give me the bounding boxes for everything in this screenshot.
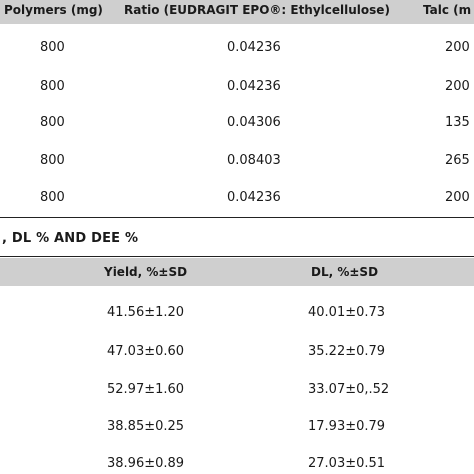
table-cell: 38.85±0.25: [107, 419, 185, 434]
table-cell: 40.01±0.73: [308, 305, 386, 320]
table-cell: 200: [445, 40, 470, 55]
table-cell: 200: [445, 190, 470, 205]
table-cell: 33.07±0,.52: [308, 382, 390, 397]
table-cell: 17.93±0.79: [308, 419, 386, 434]
table-cell: 200: [445, 79, 470, 94]
table-cell: 800: [40, 115, 65, 130]
table-cell: 0.04236: [227, 190, 281, 205]
table-cell: 35.22±0.79: [308, 344, 386, 359]
table-divider: [0, 217, 474, 218]
table-cell: 47.03±0.60: [107, 344, 185, 359]
table-cell: 0.04236: [227, 79, 281, 94]
table-cell: 800: [40, 79, 65, 94]
table-cell: 52.97±1.60: [107, 382, 185, 397]
table-cell: 800: [40, 190, 65, 205]
table-top-header: Polymers (mg) Ratio (EUDRAGIT EPO®: Ethy…: [0, 0, 474, 24]
table-divider: [0, 256, 474, 257]
table-cell: 0.08403: [227, 153, 281, 168]
table-cell: 0.04306: [227, 115, 281, 130]
table-cell: 0.04236: [227, 40, 281, 55]
header-dl: DL, %±SD: [311, 265, 379, 279]
table-cell: 800: [40, 40, 65, 55]
table-cell: 38.96±0.89: [107, 456, 185, 471]
table-cell: 41.56±1.20: [107, 305, 185, 320]
table-bottom-title: , DL % AND DEE %: [2, 231, 139, 246]
header-ratio: Ratio (EUDRAGIT EPO®: Ethylcellulose): [124, 3, 390, 17]
table-cell: 800: [40, 153, 65, 168]
header-yield: Yield, %±SD: [104, 265, 188, 279]
table-cell: 135: [445, 115, 470, 130]
header-polymers: Polymers (mg): [4, 3, 103, 17]
table-bottom-header: Yield, %±SD DL, %±SD: [0, 258, 474, 286]
header-talc: Talc (m: [423, 3, 472, 17]
table-cell: 265: [445, 153, 470, 168]
table-cell: 27.03±0.51: [308, 456, 386, 471]
